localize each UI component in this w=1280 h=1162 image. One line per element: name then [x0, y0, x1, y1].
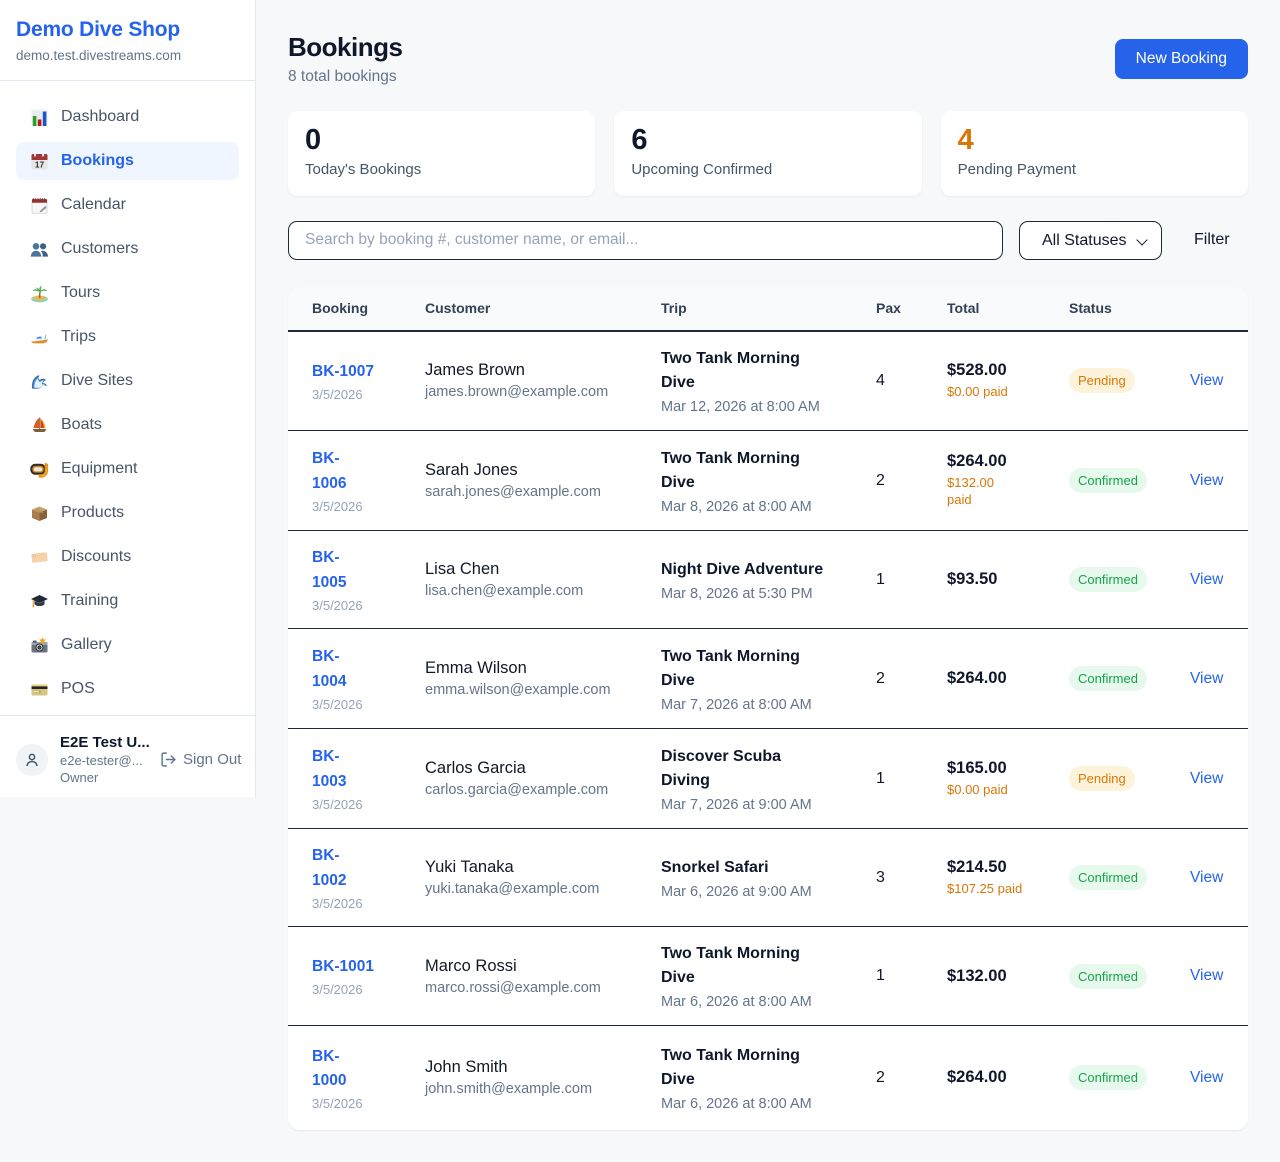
svg-text:17: 17 — [35, 159, 45, 169]
